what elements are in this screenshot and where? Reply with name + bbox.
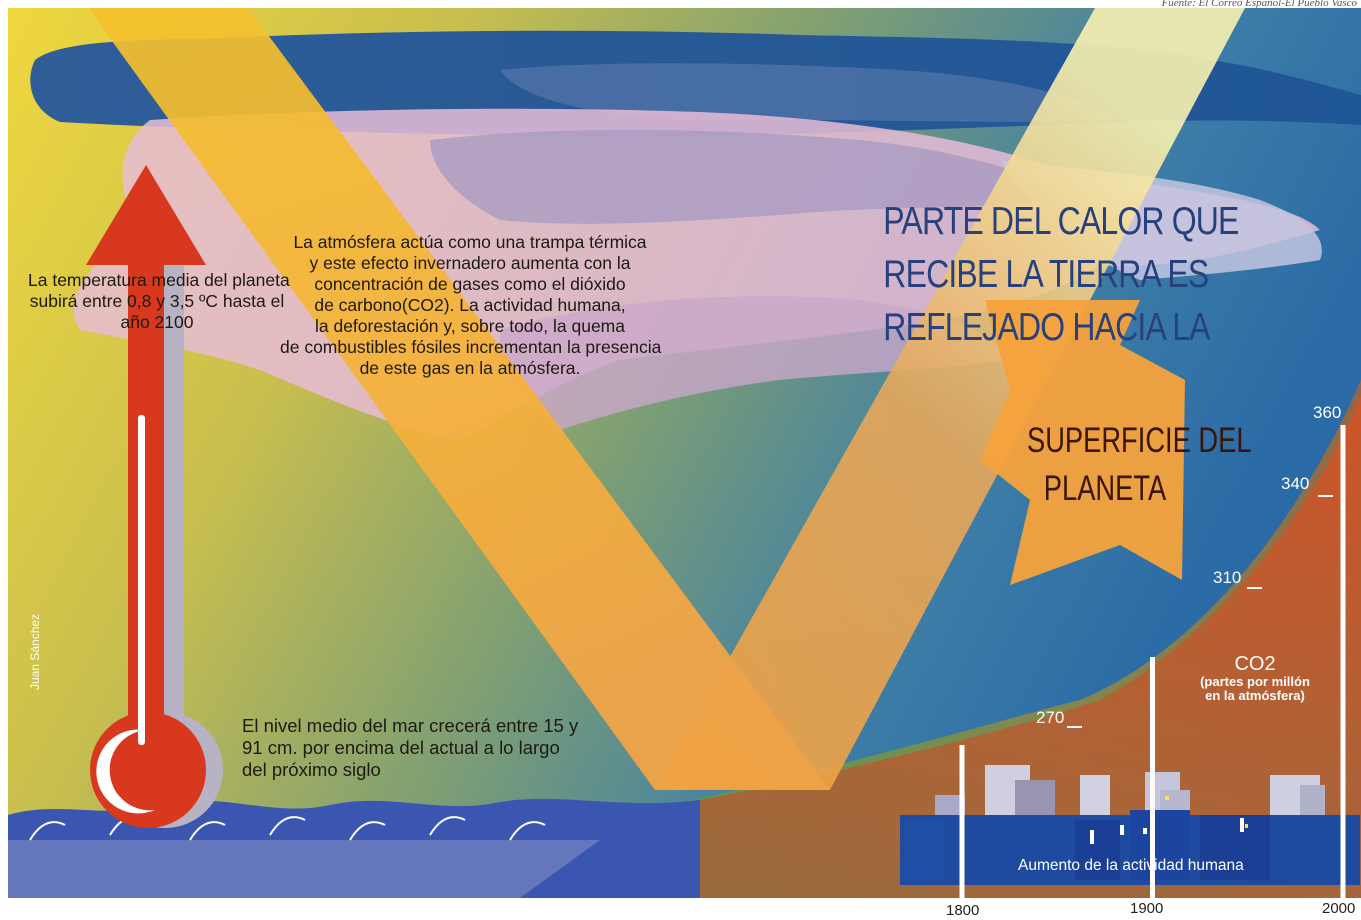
city-skyline (900, 765, 1360, 885)
co2-tick-360: 360 (1313, 403, 1342, 422)
sea-shallow (8, 840, 600, 898)
year-line-2000 (1340, 425, 1346, 898)
thermometer-shadow (160, 255, 184, 785)
co2-subtitle-line: en la atmósfera) (1205, 688, 1305, 703)
thermometer-mercury-line (138, 415, 145, 745)
sea-line: 91 cm. por encima del actual a lo largo (242, 737, 560, 758)
year-line-1800 (959, 745, 965, 898)
co2-area (700, 395, 1361, 898)
co2-tick-marks (1067, 495, 1333, 728)
lavender-cloud (430, 129, 1080, 224)
source-credit: Fuente: El Correo Español-El Pueblo Vasc… (1161, 0, 1357, 9)
atmosphere-line: de carbono(CO2). La actividad humana, (314, 295, 626, 315)
headline-line: PARTE DEL CALOR QUE (883, 200, 1239, 243)
bulb-highlight (96, 729, 155, 814)
sea-level-text: El nivel medio del mar crecerá entre 15 … (242, 715, 578, 781)
thermometer-arrow (86, 165, 206, 265)
temperature-text: La temperatura media del planeta subirá … (28, 270, 290, 333)
dark-cloud-highlight (500, 63, 1120, 122)
co2-tick-310: 310 (1213, 568, 1242, 587)
year-label-1900: 1900 (1130, 900, 1164, 917)
surface-label: SUPERFICIE DEL PLANETA (1027, 417, 1252, 513)
atmosphere-line: y este efecto invernadero aumenta con la (309, 253, 631, 273)
co2-subtitle-line: (partes por millón (1200, 674, 1310, 689)
reflected-heat-band (655, 8, 1245, 790)
headline-line: RECIBE LA TIERRA ES (883, 253, 1209, 296)
atmosphere-text: La atmósfera actúa como una trampa térmi… (280, 232, 662, 379)
co2-label: CO2 (partes por millón en la atmósfera) (1185, 653, 1325, 703)
co2-title: CO2 (1234, 653, 1276, 675)
year-lines (959, 425, 1346, 898)
headline: PARTE DEL CALOR QUE RECIBE LA TIERRA ES … (883, 195, 1239, 354)
headline-line: REFLEJADO HACIA LA (883, 306, 1210, 349)
temperature-line: La temperatura media del planeta (28, 270, 290, 290)
incoming-sunlight-band (88, 8, 830, 790)
year-label-2000: 2000 (1322, 900, 1356, 917)
sea-line: del próximo siglo (242, 759, 381, 780)
year-line-1900 (1150, 657, 1155, 898)
atmosphere-line: la deforestación y, sobre todo, la quema (314, 316, 625, 336)
sea-line: El nivel medio del mar crecerá entre 15 … (242, 715, 579, 736)
co2-tick-340: 340 (1281, 474, 1310, 493)
thermometer (86, 165, 223, 828)
reflected-arrow (980, 300, 1185, 585)
atmosphere-line: de este gas en la atmósfera. (359, 358, 581, 378)
human-activity-label: Aumento de la actividad humana (1018, 857, 1244, 874)
temperature-line: subirá entre 0,8 y 3,5 ºC hasta el (29, 291, 285, 311)
temperature-line: año 2100 (120, 312, 194, 332)
co2-tick-270: 270 (1036, 708, 1065, 727)
surface-line: PLANETA (1043, 469, 1167, 508)
year-label-1800: 1800 (946, 902, 980, 919)
thermometer-tube (128, 250, 164, 770)
atmosphere-line: de combustibles fósiles incrementan la p… (280, 337, 662, 357)
atmosphere-line: La atmósfera actúa como una trampa térmi… (293, 232, 647, 252)
surface-line: SUPERFICIE DEL (1027, 421, 1252, 460)
atmosphere-line: concentración de gases como el dióxido (314, 274, 626, 294)
lower-cloud (500, 296, 1010, 430)
author-credit: Juan Sánchez (28, 613, 42, 690)
